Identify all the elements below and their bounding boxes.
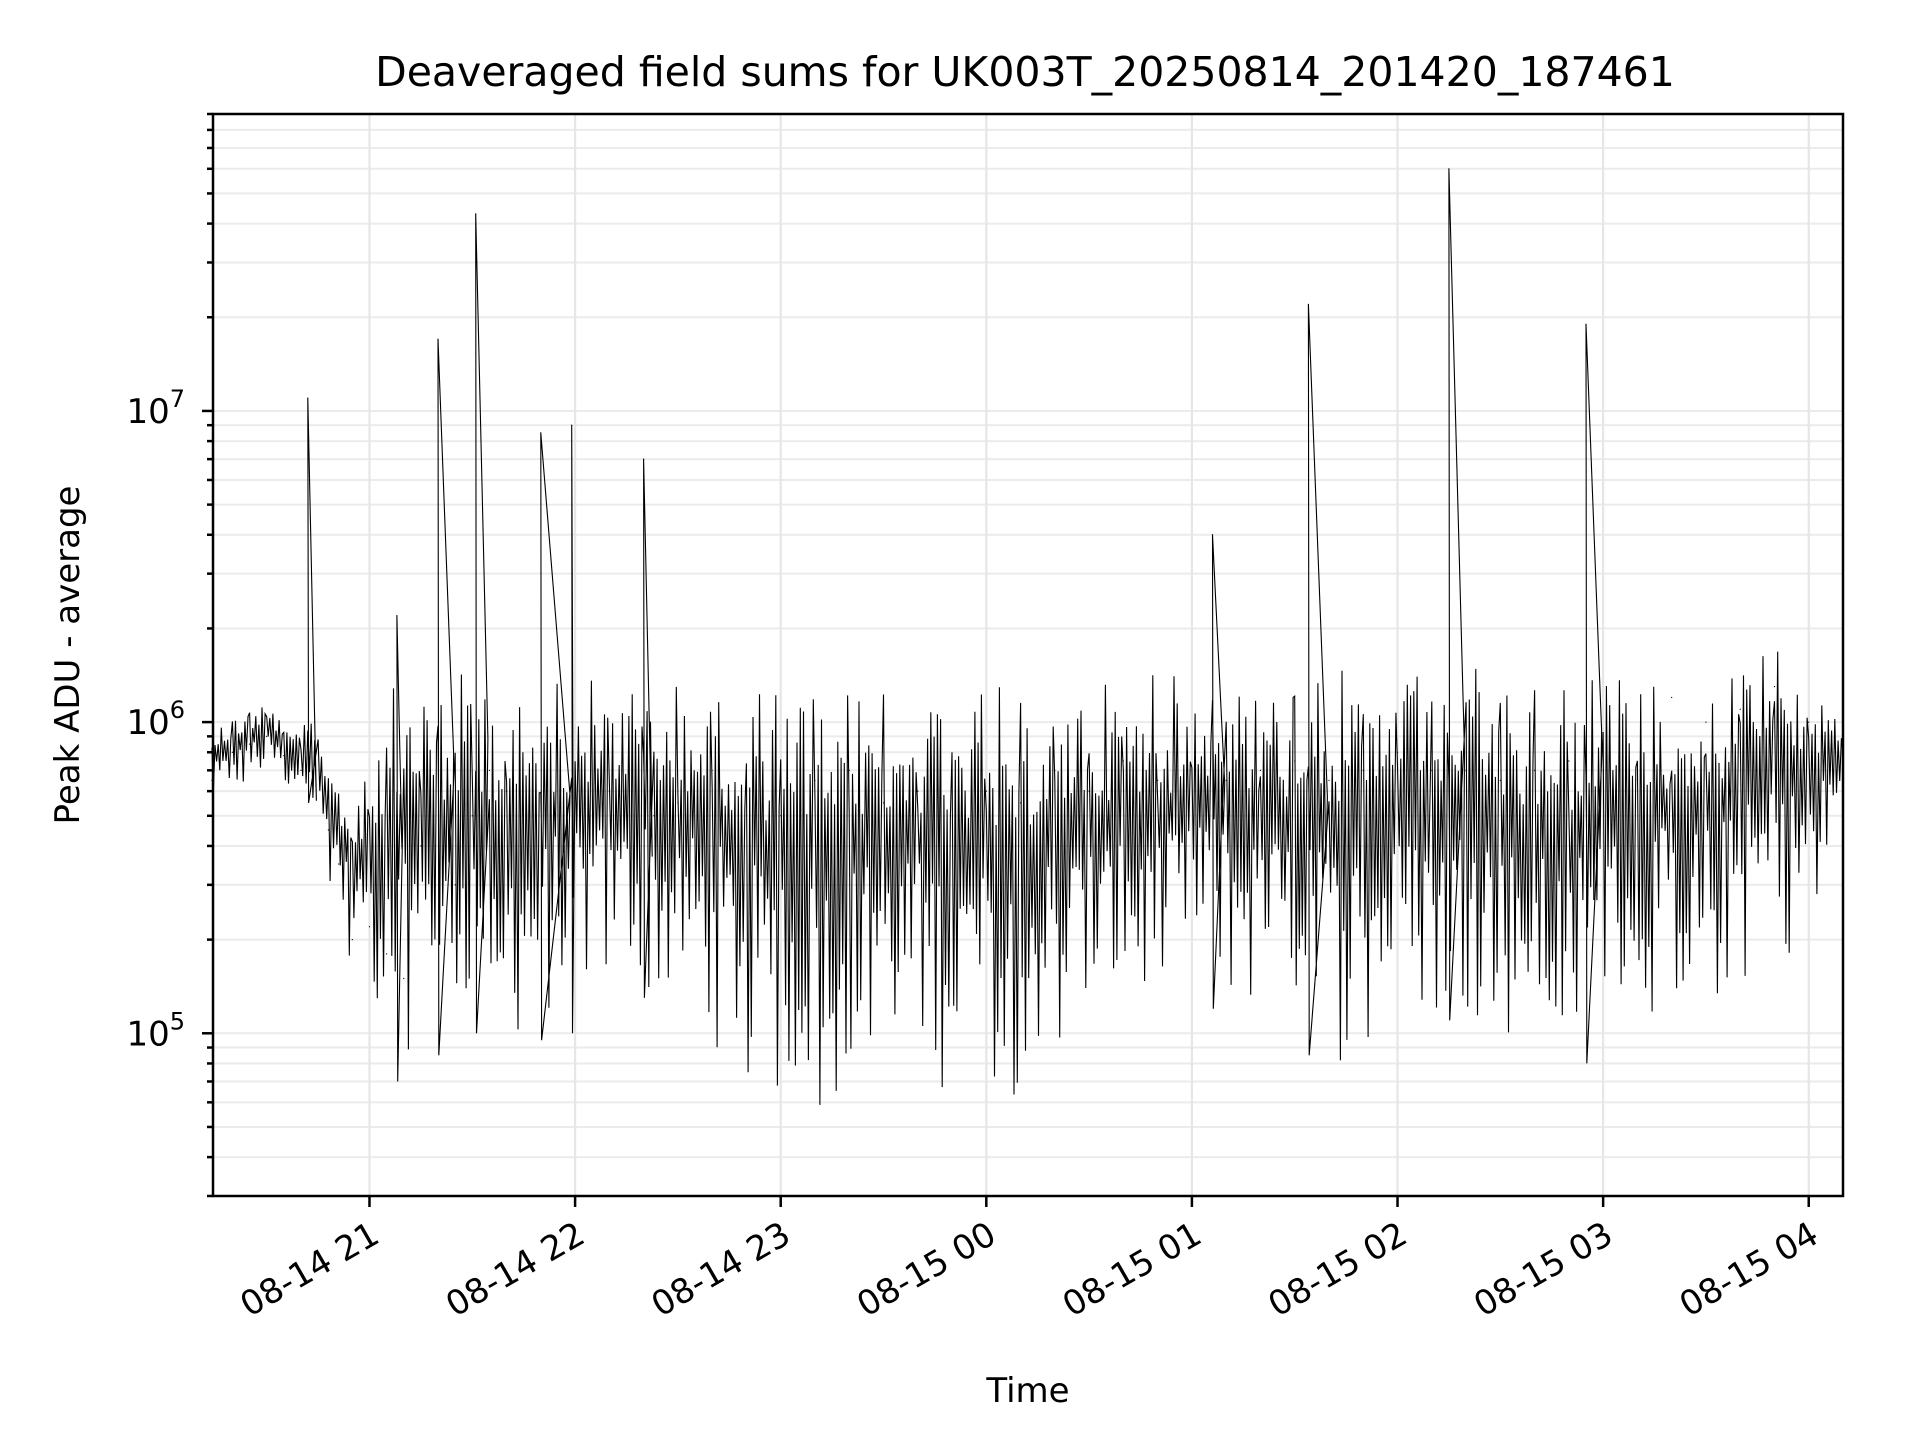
data-point	[505, 790, 508, 792]
y-tick-label: 106	[126, 696, 185, 743]
data-point	[368, 926, 371, 928]
data-point	[608, 790, 610, 792]
data-point	[420, 845, 422, 847]
data-point	[231, 751, 234, 753]
data-point	[1568, 760, 1570, 762]
data-point	[1533, 769, 1536, 771]
x-tick-label: 08-15 00	[850, 1214, 1002, 1325]
data-point	[1602, 769, 1604, 771]
data-point	[1636, 779, 1638, 781]
data-point	[1019, 802, 1022, 804]
x-tick-label: 08-15 03	[1467, 1214, 1619, 1325]
data-point	[1739, 708, 1741, 710]
data-point	[1122, 760, 1124, 762]
data-point	[574, 769, 576, 771]
data-point	[1225, 779, 1227, 781]
data-point	[1448, 168, 1450, 170]
data-point	[300, 769, 302, 771]
data-point	[266, 735, 268, 737]
data-point	[917, 790, 919, 792]
data-point	[985, 790, 987, 792]
data-point	[1465, 769, 1467, 771]
x-tick-label: 08-14 21	[234, 1214, 386, 1325]
data-point	[396, 614, 398, 617]
data-point	[951, 779, 953, 781]
data-point	[1294, 760, 1296, 762]
data-point	[814, 779, 816, 781]
data-point	[540, 432, 542, 434]
chart-title: Deaveraged field sums for UK003T_2025081…	[375, 48, 1675, 96]
data-point	[711, 769, 713, 771]
x-ticks: 08-14 21 08-14 22 08-14 23 08-15 00 08-15 01…	[234, 1196, 1825, 1325]
data-point	[1307, 303, 1310, 305]
series-line	[211, 168, 1844, 1105]
x-tick-label: 08-15 01	[1056, 1214, 1208, 1325]
data-point	[643, 458, 645, 460]
data-point	[780, 815, 782, 817]
data-point	[1773, 686, 1776, 688]
y-tick-label: 105	[126, 1007, 185, 1054]
x-tick-label: 08-15 04	[1673, 1214, 1825, 1325]
data-point	[1671, 696, 1673, 699]
data-point	[1499, 779, 1501, 781]
data-point	[1191, 769, 1193, 771]
data-point	[386, 953, 388, 955]
data-point	[351, 939, 353, 941]
data-point	[1362, 769, 1364, 771]
y-axis-label: Peak ADU - average	[48, 486, 88, 825]
x-tick-label: 08-14 22	[439, 1214, 591, 1325]
data-point	[677, 802, 679, 804]
data-point	[1328, 779, 1330, 781]
data-point	[403, 977, 405, 980]
data-point	[327, 829, 329, 831]
data-point	[437, 338, 439, 340]
data-point	[475, 213, 477, 215]
data-point	[1431, 769, 1433, 771]
data-point	[1211, 534, 1214, 536]
y-ticks: 105 106 107	[126, 112, 213, 1198]
data-point	[1585, 323, 1587, 325]
plot-frame	[211, 112, 1845, 1198]
data-point	[1396, 751, 1399, 753]
data-point	[283, 755, 285, 757]
x-tick-label: 08-14 23	[645, 1214, 797, 1325]
data-point	[471, 815, 473, 817]
data-point	[1259, 769, 1262, 771]
data-point	[1808, 721, 1810, 723]
series	[211, 168, 1844, 1105]
data-point	[571, 424, 573, 426]
data-point	[848, 769, 850, 771]
data-point	[882, 802, 885, 804]
data-point	[307, 397, 309, 399]
x-axis-label: Time	[985, 1371, 1069, 1411]
y-tick-label: 107	[126, 385, 185, 432]
data-point	[454, 884, 456, 886]
data-point	[745, 790, 748, 792]
data-point	[1088, 790, 1090, 792]
data-point	[317, 743, 319, 745]
data-point	[1157, 779, 1159, 781]
data-point	[653, 815, 655, 817]
x-tick-label: 08-15 02	[1262, 1214, 1414, 1325]
data-point	[248, 743, 251, 745]
data-point	[1705, 721, 1707, 723]
data-point	[1054, 769, 1056, 771]
data-point	[488, 769, 491, 771]
data-point	[338, 863, 340, 865]
